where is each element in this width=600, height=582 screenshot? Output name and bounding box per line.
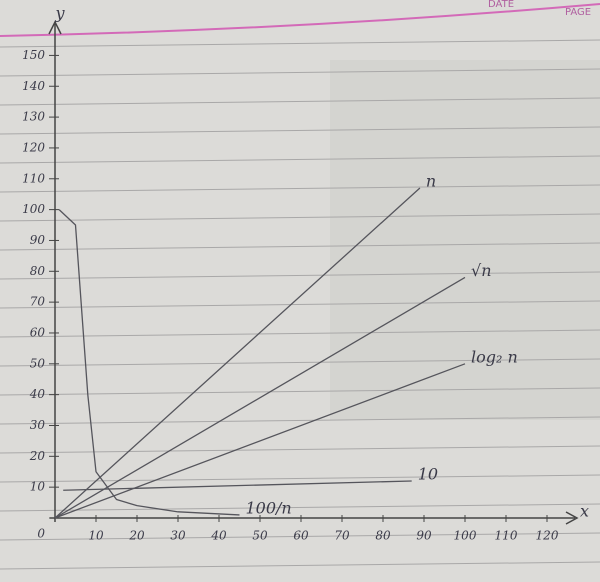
- y-tick-label: 110: [22, 171, 45, 185]
- ruled-line: [0, 474, 600, 483]
- ruled-line: [0, 416, 600, 425]
- ruled-line: [0, 300, 600, 309]
- ruled-line: [0, 561, 600, 570]
- y-tick-label: 120: [22, 140, 45, 154]
- x-tick-label: 70: [334, 529, 350, 543]
- ruled-line: [0, 532, 600, 541]
- series-line: [54, 276, 466, 519]
- plot: x y 0 10 20 30 40 50 60 70 80 90 100 110 120 130 140 150 1…: [22, 4, 589, 543]
- ruled-line: [0, 68, 600, 77]
- ruled-line: [0, 184, 600, 193]
- series-label: n: [426, 172, 436, 191]
- date-label: DATE: [488, 0, 514, 10]
- ruled-line: [0, 155, 600, 164]
- x-tick-label: 10: [88, 529, 104, 543]
- ruled-line: [0, 358, 600, 367]
- series-label: √n: [471, 261, 492, 280]
- ruled-line: [0, 271, 600, 280]
- x-tick-label: 100: [454, 529, 477, 543]
- x-tick-label: 30: [170, 529, 186, 543]
- ruled-line: [0, 213, 600, 222]
- series-line: [63, 480, 412, 491]
- series-line: [54, 363, 466, 519]
- ruled-line: [0, 242, 600, 251]
- x-tick-label: 120: [536, 529, 559, 543]
- y-tick-label: 10: [30, 480, 46, 494]
- x-axis-label: x: [580, 502, 589, 521]
- x-tick-label: 80: [375, 529, 391, 543]
- y-tick-label: 100: [22, 202, 45, 216]
- y-tick-label: 30: [30, 418, 46, 432]
- y-tick-label: 80: [30, 264, 46, 278]
- ruled-line: [0, 387, 600, 396]
- y-axis-label: y: [54, 4, 65, 23]
- series-label: 10: [418, 464, 438, 483]
- y-tick-label: 70: [30, 295, 46, 309]
- y-tick-label: 130: [22, 110, 45, 124]
- x-axis-arrow: [565, 511, 579, 525]
- ruled-line: [0, 445, 600, 454]
- x-tick-label: 20: [128, 529, 145, 543]
- y-tick-label: 0: [37, 527, 45, 541]
- series-line: [58, 209, 240, 516]
- series-label: log₂ n: [471, 347, 518, 366]
- ruled-line: [0, 503, 600, 512]
- series-line: [54, 187, 421, 519]
- y-tick-label: 90: [30, 233, 46, 247]
- page-label: PAGE: [565, 7, 591, 18]
- x-tick-label: 110: [495, 529, 518, 543]
- ruled-lines: [0, 39, 600, 570]
- ruled-line: [0, 97, 600, 106]
- x-tick-label: 60: [293, 529, 309, 543]
- series-label: 100/n: [246, 498, 292, 517]
- x-tick-label: 90: [416, 529, 432, 543]
- ruled-line: [0, 329, 600, 338]
- margin-line: [0, 3, 600, 37]
- y-tick-label: 140: [22, 79, 45, 93]
- y-tick-label: 50: [30, 356, 46, 370]
- y-tick-label: 60: [30, 325, 46, 339]
- y-tick-label: 150: [22, 48, 45, 62]
- x-tick-label: 50: [252, 529, 268, 543]
- y-tick-label: 20: [29, 449, 46, 463]
- y-tick-label: 40: [29, 387, 46, 401]
- y-axis-arrow: [48, 20, 62, 35]
- shadow: [330, 60, 600, 420]
- x-tick-label: 40: [210, 529, 227, 543]
- ruled-line: [0, 39, 600, 48]
- ruled-line: [0, 126, 600, 135]
